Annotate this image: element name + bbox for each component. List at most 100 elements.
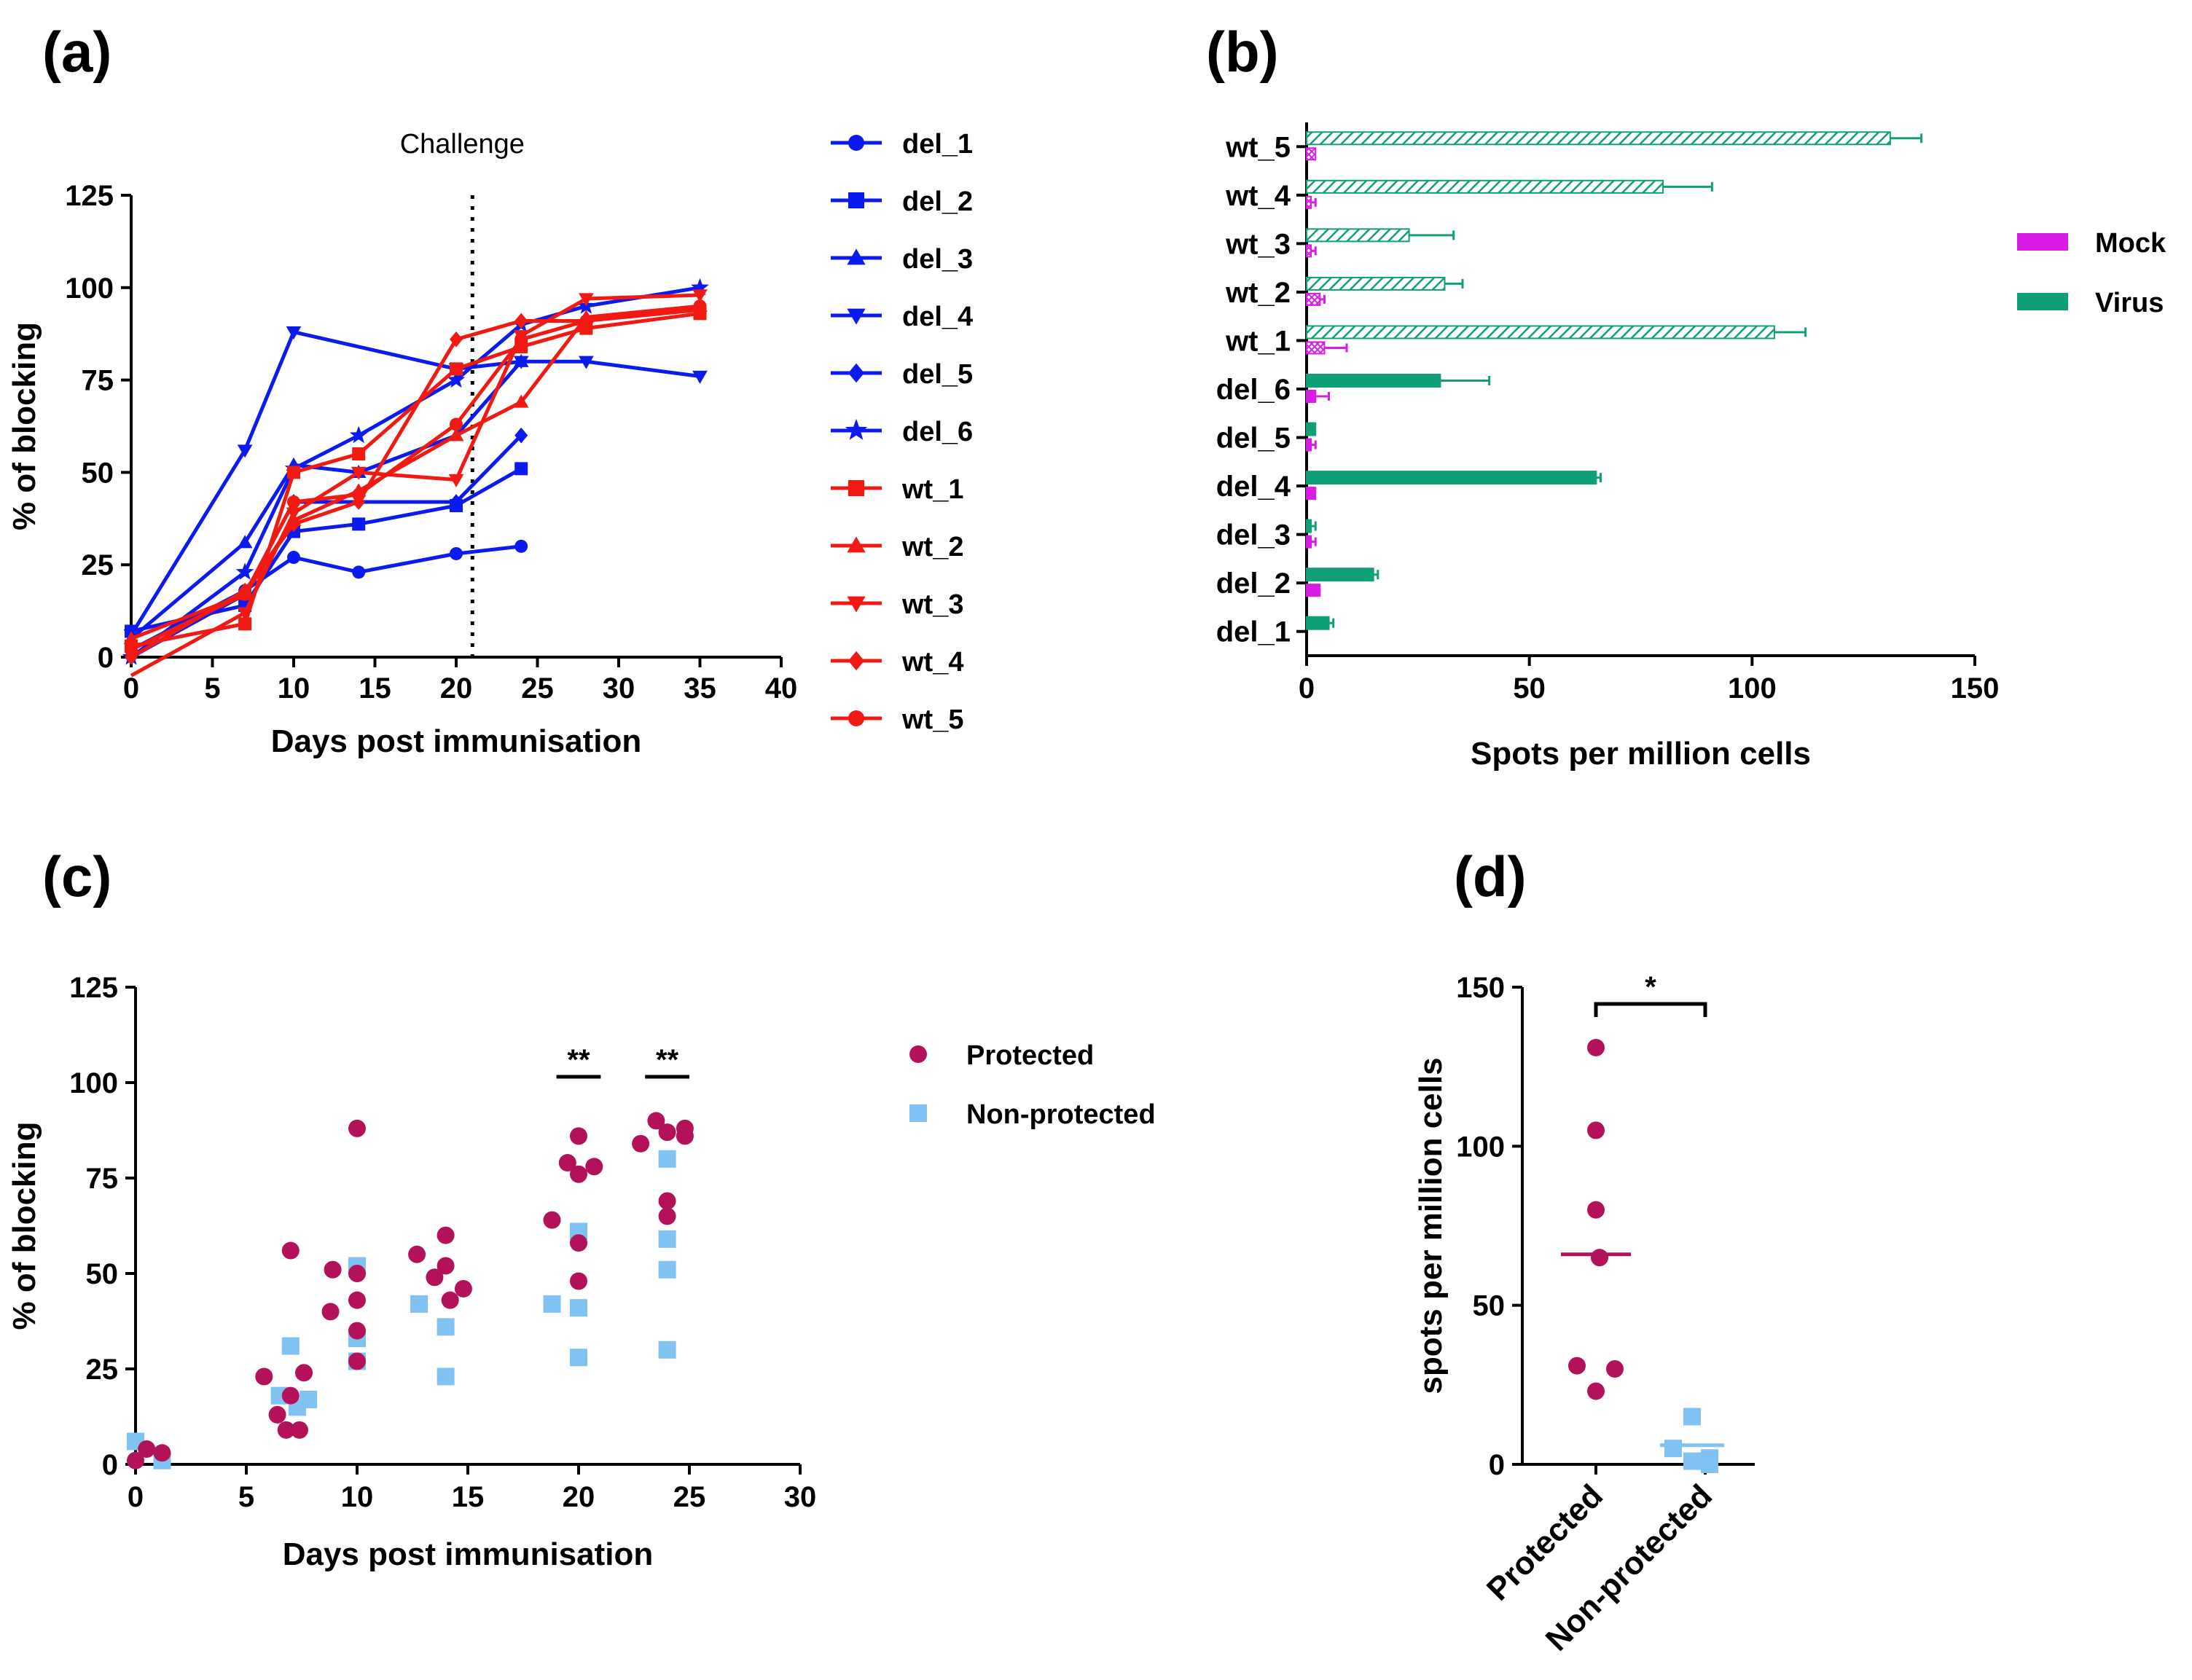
legend-marker-del_1	[848, 135, 864, 151]
series-marker-wt_1	[287, 466, 300, 479]
legend-label-wt_4: wt_4	[901, 647, 963, 678]
virus-bar-wt_3	[1306, 228, 1410, 243]
panel-c-x-tick-label: 20	[563, 1481, 595, 1513]
panel-a-x-tick-label: 15	[359, 672, 391, 704]
series-marker-del_1	[450, 546, 463, 560]
non-protected-point	[1664, 1440, 1682, 1458]
protected-point	[585, 1158, 603, 1176]
series-line-del_6	[130, 286, 700, 659]
virus-bar-wt_2	[1306, 276, 1446, 291]
panel-b-x-tick-label: 0	[1299, 672, 1315, 704]
panel-c-x-tick-label: 10	[341, 1481, 374, 1513]
panel-a-x-tick-label: 30	[603, 672, 635, 704]
protected-point	[1606, 1360, 1624, 1378]
legend-marker-wt_5	[848, 710, 864, 726]
protected-point	[324, 1260, 342, 1279]
panel-a-x-tick-label: 0	[123, 672, 139, 704]
panel-a-x-tick-label: 5	[204, 672, 220, 704]
panel-c-points	[127, 1112, 694, 1469]
protected-point	[441, 1291, 459, 1309]
panel-b-category-label: del_2	[1216, 568, 1291, 600]
panel-b-legend: Mock Virus	[2017, 228, 2166, 318]
legend-item-protected: Protected	[909, 1040, 1094, 1071]
legend-marker-del_5	[848, 363, 864, 383]
legend-label-del_6: del_6	[902, 417, 973, 447]
protected-point	[295, 1364, 313, 1382]
panel-b-bars	[1306, 131, 1923, 630]
panel-b-category-label: del_6	[1216, 374, 1291, 406]
panel-a-legend: del_1 del_2 del_3 del_4 del_5 del_6 wt_1 wt_2wt…	[831, 129, 973, 735]
panel-a-x-axis-title: Days post immunisation	[271, 723, 642, 759]
panel-c-y-tick-label: 125	[69, 972, 118, 1004]
legend-item-wt_5: wt_5	[831, 704, 963, 735]
series-marker-wt_5	[579, 314, 593, 328]
protected-point	[138, 1440, 156, 1459]
series-wt_3	[130, 289, 708, 678]
panel-b-x-tick-label: 50	[1513, 672, 1546, 704]
protected-point	[290, 1421, 308, 1439]
panel-c-x-tick-label: 25	[673, 1481, 706, 1513]
protected-point	[1568, 1357, 1586, 1375]
panel-b-category-label: wt_2	[1225, 277, 1291, 309]
series-line-del_3	[130, 360, 523, 640]
virus-bar-del_1	[1306, 616, 1330, 630]
panel-b-category-label: wt_4	[1225, 180, 1291, 212]
legend-label-virus: Virus	[2095, 288, 2164, 318]
mock-bar-wt_1	[1306, 341, 1326, 355]
series-marker-wt_5	[450, 417, 463, 431]
mock-bar-del_2	[1306, 584, 1321, 597]
series-marker-wt_1	[450, 362, 463, 376]
virus-bar-wt_5	[1306, 131, 1891, 146]
protected-point	[348, 1265, 366, 1282]
series-marker-wt_5	[352, 487, 366, 501]
protected-point	[1587, 1382, 1605, 1400]
protected-point	[426, 1268, 444, 1287]
virus-bar-del_4	[1306, 471, 1597, 485]
panel-d-y-axis-title: spots per million cells	[1413, 1057, 1449, 1394]
series-marker-del_6	[349, 425, 368, 444]
protected-point	[281, 1241, 300, 1260]
panel-c-x-tick-label: 15	[452, 1481, 485, 1513]
series-marker-wt_2	[123, 631, 139, 645]
protected-point	[255, 1367, 273, 1386]
legend-item-mock: Mock	[2017, 228, 2166, 259]
panel-label-b: (b)	[1206, 20, 1279, 84]
non-protected-point	[281, 1337, 300, 1355]
panel-d-y-tick-label: 150	[1456, 972, 1505, 1004]
non-protected-point	[658, 1341, 676, 1359]
mock-bar-del_6	[1306, 390, 1317, 403]
series-marker-wt_3	[237, 607, 253, 621]
series-line-del_4	[129, 330, 700, 636]
panel-c-x-tick-label: 0	[128, 1481, 144, 1513]
panel-label-d: (d)	[1454, 844, 1527, 908]
panel-a-series	[122, 278, 709, 678]
panel-a-x-tick-label: 35	[684, 672, 716, 704]
series-marker-del_1	[352, 565, 366, 579]
non-protected-point	[543, 1295, 561, 1313]
mock-bar-del_4	[1306, 487, 1317, 501]
legend-label-del_2: del_2	[902, 187, 973, 217]
legend-item-virus: Virus	[2017, 288, 2164, 318]
protected-point	[570, 1127, 587, 1145]
legend-label-mock: Mock	[2095, 228, 2166, 259]
virus-bar-del_2	[1306, 568, 1374, 582]
series-marker-wt_5	[514, 332, 528, 346]
legend-marker-protected	[909, 1045, 927, 1063]
panel-d-points	[1561, 1038, 1724, 1473]
non-protected-point	[570, 1349, 587, 1367]
protected-point	[570, 1272, 587, 1290]
legend-item-wt_1: wt_1	[831, 474, 963, 505]
panel-b-category-label: del_3	[1216, 519, 1291, 552]
legend-marker-wt_1	[848, 480, 864, 496]
legend-label-wt_3: wt_3	[901, 589, 963, 620]
non-protected-point	[1701, 1456, 1718, 1473]
protected-point	[647, 1112, 665, 1130]
significance-bracket	[1594, 1002, 1707, 1017]
virus-bar-wt_4	[1306, 179, 1664, 194]
legend-marker-del_6	[845, 419, 868, 440]
series-marker-del_4	[692, 370, 708, 384]
legend-item-wt_3: wt_3	[831, 589, 963, 620]
series-marker-wt_5	[693, 299, 707, 313]
